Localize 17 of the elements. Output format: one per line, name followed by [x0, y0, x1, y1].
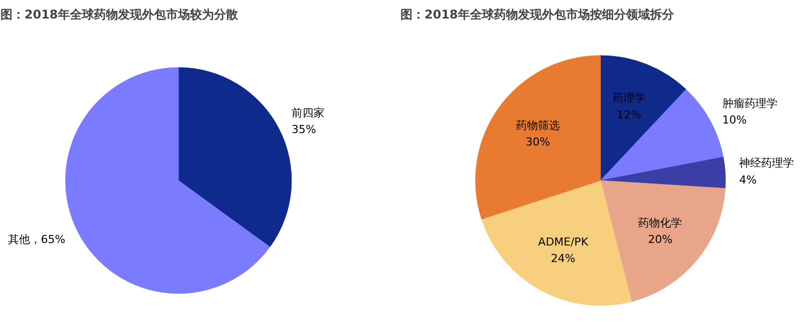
slice-label: 药理学	[612, 92, 646, 105]
data-label: 10%	[722, 114, 747, 127]
slice-label: 药物筛选	[516, 118, 560, 132]
chart-title: 图：2018年全球药物发现外包市场按细分领域拆分	[400, 8, 675, 22]
slice-label: 其他，65%	[8, 233, 66, 246]
data-label: 35%	[292, 123, 316, 136]
slice-label: 前四家	[292, 106, 325, 120]
data-label: 4%	[739, 173, 757, 186]
chart-title: 图：2018年全球药物发现外包市场较为分散	[0, 8, 239, 22]
slice-label: ADME/PK	[538, 235, 589, 248]
slice-label: 肿瘤药理学	[722, 96, 778, 110]
slice-label: 神经药理学	[739, 156, 794, 170]
slice-label: 药物化学	[638, 216, 682, 230]
data-label: 24%	[550, 252, 576, 266]
data-label: 20%	[648, 233, 672, 246]
data-label: 30%	[526, 136, 550, 149]
data-label: 12%	[616, 108, 642, 122]
